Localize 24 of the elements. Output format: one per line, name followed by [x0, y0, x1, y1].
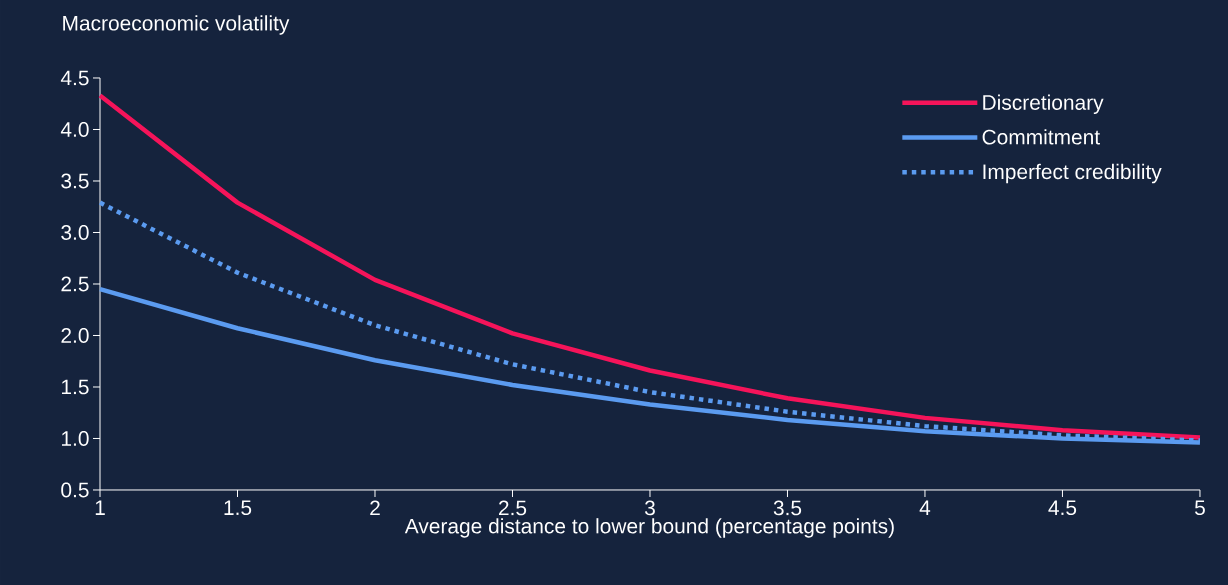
x-tick-label: 3.5 — [773, 500, 802, 516]
y-tick-label: 1.0 — [62, 431, 89, 446]
legend-label: Imperfect credibility — [983, 163, 1162, 184]
line-series — [97, 93, 1203, 440]
x-tick-label: 5 — [1194, 500, 1205, 516]
y-tick-label: 1.5 — [62, 379, 89, 395]
y-tick-label: 0.5 — [61, 482, 89, 498]
y-tick-label: 2.5 — [61, 276, 89, 292]
x-tick-label: 4.5 — [1048, 500, 1077, 516]
x-tick-label: 1.5 — [224, 500, 252, 516]
x-tick-label: 2 — [370, 500, 380, 516]
x-tick-label: 2.5 — [498, 500, 527, 516]
x-tick-label: 4 — [919, 500, 931, 515]
y-tick-label: 3.5 — [61, 173, 89, 189]
y-axis-title: Macroeconomic volatility — [63, 15, 290, 35]
legend-label: Commitment — [982, 129, 1100, 145]
y-tick-label: 2.0 — [61, 328, 89, 343]
y-tick-label: 3.0 — [61, 225, 89, 240]
x-tick-label: 1 — [95, 500, 105, 515]
legend-label: Discretionary — [983, 94, 1104, 115]
x-axis-title: Average distance to lower bound (percentage points) — [404, 518, 894, 538]
x-tick-label: 3 — [644, 500, 655, 516]
y-tick-label: 4.0 — [60, 122, 89, 137]
y-tick-label: 4.5 — [60, 70, 89, 86]
